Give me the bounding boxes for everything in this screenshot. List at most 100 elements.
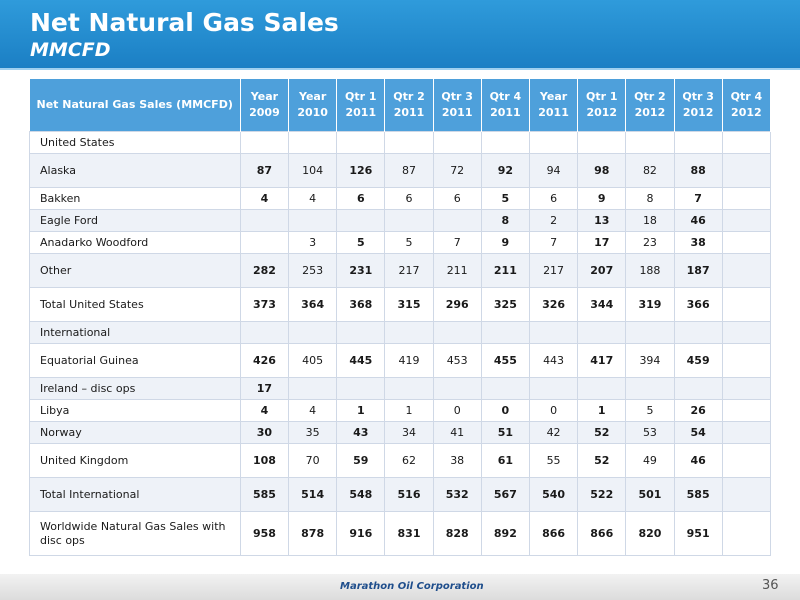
table-cell: 514 — [288, 477, 338, 512]
table-cell: 49 — [625, 443, 675, 478]
table-cell: 72 — [432, 153, 482, 188]
table-cell — [336, 131, 386, 154]
table-cell: 42 — [528, 421, 579, 444]
table-cell: 585 — [239, 477, 290, 512]
table-row: United Kingdom 108 70 59 62 38 61 55 52 49 46 — [29, 443, 772, 478]
row-label: Ireland – disc ops — [29, 377, 241, 400]
table-cell: 419 — [384, 343, 434, 378]
table-cell — [336, 377, 386, 400]
table-cell: 5 — [625, 399, 675, 422]
column-header: Qtr 3 2012 — [674, 79, 723, 132]
table-cell: 94 — [528, 153, 579, 188]
table-cell — [384, 131, 434, 154]
table-cell: 878 — [288, 511, 338, 556]
slide-footer: Marathon Oil Corporation 36 — [0, 574, 800, 600]
table-row: Libya 4 4 1 1 0 0 0 1 5 26 — [29, 399, 772, 422]
table-cell: 207 — [577, 253, 627, 288]
slide-header: Net Natural Gas Sales MMCFD — [0, 0, 800, 70]
table-cell: 92 — [480, 153, 530, 188]
table-cell: 55 — [528, 443, 579, 478]
table-cell: 7 — [528, 231, 579, 254]
row-label: Total International — [29, 477, 241, 512]
table-cell — [239, 231, 290, 254]
table-cell: 567 — [480, 477, 530, 512]
table-cell — [721, 321, 772, 344]
table-cell — [721, 343, 772, 378]
table-cell: 866 — [577, 511, 627, 556]
column-header-line: 2010 — [297, 106, 328, 119]
table-cell: 17 — [577, 231, 627, 254]
table-cell — [721, 377, 772, 400]
table-row: Alaska 87 104 126 87 72 92 94 98 82 88 — [29, 153, 772, 188]
row-label: Equatorial Guinea — [29, 343, 241, 378]
column-header-line: Year — [298, 90, 327, 103]
table-cell: 46 — [673, 443, 723, 478]
column-header-line: 2009 — [249, 106, 280, 119]
table-cell: 426 — [239, 343, 290, 378]
table-row: Equatorial Guinea 426 405 445 419 453 455 443 41… — [29, 343, 772, 378]
table-cell: 87 — [239, 153, 290, 188]
table-cell: 211 — [480, 253, 530, 288]
table-cell — [480, 131, 530, 154]
table-cell: 4 — [239, 187, 290, 210]
table-cell: 548 — [336, 477, 386, 512]
row-label: United States — [29, 131, 241, 154]
table-cell: 958 — [239, 511, 290, 556]
column-header: Year 2010 — [288, 79, 338, 132]
table-cell — [577, 321, 627, 344]
column-header-line: Qtr 2 — [393, 90, 425, 103]
table-cell: 9 — [577, 187, 627, 210]
column-header: Year 2009 — [240, 79, 290, 132]
table-cell — [528, 321, 579, 344]
table-cell: 315 — [384, 287, 434, 322]
table-cell: 296 — [432, 287, 482, 322]
table-cell: 52 — [577, 421, 627, 444]
column-header-line: 2011 — [538, 106, 569, 119]
table-cell: 540 — [528, 477, 579, 512]
table-header-label: Net Natural Gas Sales (MMCFD) — [29, 79, 241, 132]
table-row: United States — [29, 131, 772, 154]
row-label: Total United States — [29, 287, 241, 322]
table-cell: 5 — [480, 187, 530, 210]
table-cell: 326 — [528, 287, 579, 322]
table-cell — [721, 131, 772, 154]
table-row: Ireland – disc ops 17 — [29, 377, 772, 400]
table-cell: 5 — [336, 231, 386, 254]
table-cell: 6 — [432, 187, 482, 210]
column-header: Qtr 3 2011 — [433, 79, 482, 132]
table-cell: 892 — [480, 511, 530, 556]
table-row: Norway 30 35 43 34 41 51 42 52 53 54 — [29, 421, 772, 444]
table-cell: 18 — [625, 209, 675, 232]
column-header-line: Year — [250, 90, 279, 103]
row-label: International — [29, 321, 241, 344]
table-row: International — [29, 321, 772, 344]
table-cell: 59 — [336, 443, 386, 478]
column-header: Qtr 4 2012 — [722, 79, 772, 132]
table-cell: 445 — [336, 343, 386, 378]
column-header-line: 2011 — [490, 106, 521, 119]
table-row: Other 282 253 231 217 211 211 217 207 188 187 — [29, 253, 772, 288]
table-cell: 41 — [432, 421, 482, 444]
table-cell: 87 — [384, 153, 434, 188]
column-header-line: Qtr 4 — [489, 90, 522, 103]
table-cell — [721, 209, 772, 232]
table-cell — [432, 209, 482, 232]
table-cell: 2 — [528, 209, 579, 232]
table-cell — [288, 321, 338, 344]
column-header: Qtr 2 2011 — [384, 79, 434, 132]
table-cell — [336, 321, 386, 344]
table-cell — [721, 511, 772, 556]
column-header-line: Qtr 3 — [682, 90, 714, 103]
table-cell: 98 — [577, 153, 627, 188]
table-cell — [432, 377, 482, 400]
table-cell: 831 — [384, 511, 434, 556]
table-cell — [625, 131, 675, 154]
table-cell: 211 — [432, 253, 482, 288]
table-cell: 373 — [239, 287, 290, 322]
table-cell: 368 — [336, 287, 386, 322]
table-cell — [721, 287, 772, 322]
table-cell: 8 — [625, 187, 675, 210]
table-cell — [480, 321, 530, 344]
row-label: Libya — [29, 399, 241, 422]
table-cell: 30 — [239, 421, 290, 444]
